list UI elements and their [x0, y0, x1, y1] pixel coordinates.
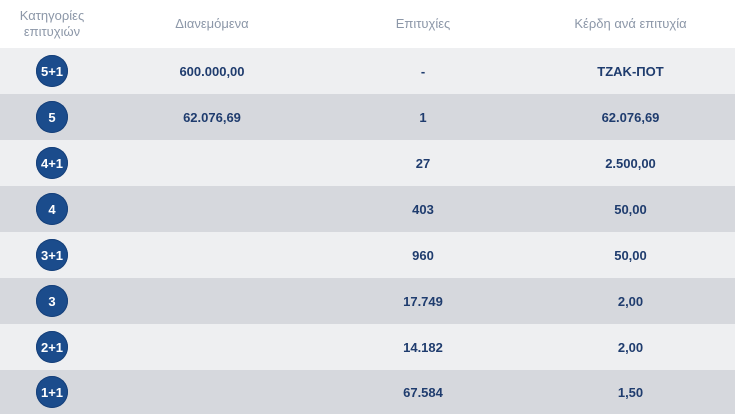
header-winners: Επιτυχίες: [395, 16, 451, 31]
table-row: 5+1 600.000,00 - ΤΖΑΚ-ΠΟΤ: [0, 48, 735, 94]
distributed-cell: [104, 324, 320, 370]
category-cell: 5+1: [0, 48, 104, 94]
winners-cell: 17.749: [403, 293, 443, 309]
prize-cell: ΤΖΑΚ-ΠΟΤ: [597, 63, 664, 79]
winners-cell: 403: [412, 201, 434, 217]
table-row: 4 403 50,00: [0, 186, 735, 232]
category-badge: 5+1: [36, 55, 68, 87]
category-cell: 3+1: [0, 232, 104, 278]
category-cell: 2+1: [0, 324, 104, 370]
winners-cell: 960: [412, 247, 434, 263]
category-badge: 1+1: [36, 376, 68, 408]
distributed-cell: [104, 186, 320, 232]
category-cell: 4+1: [0, 140, 104, 186]
table-row: 3 17.749 2,00: [0, 278, 735, 324]
table-row: 2+1 14.182 2,00: [0, 324, 735, 370]
category-badge: 4+1: [36, 147, 68, 179]
category-badge: 5: [36, 101, 68, 133]
category-badge: 4: [36, 193, 68, 225]
prize-cell: 1,50: [617, 384, 644, 400]
table-row: 1+1 67.584 1,50: [0, 370, 735, 414]
category-cell: 1+1: [0, 370, 104, 414]
distributed-cell: [104, 140, 320, 186]
header-distributed: Διανεμόμενα: [175, 16, 249, 31]
category-cell: 5: [0, 94, 104, 140]
distributed-cell: 600.000,00: [179, 63, 245, 79]
distributed-cell: [104, 232, 320, 278]
prize-cell: 50,00: [614, 247, 647, 263]
category-badge: 2+1: [36, 331, 68, 363]
prize-cell: 2,00: [617, 293, 644, 309]
distributed-cell: [104, 278, 320, 324]
prize-cell: 2.500,00: [605, 155, 656, 171]
prize-cell: 50,00: [614, 201, 647, 217]
winners-cell: 1: [419, 109, 427, 125]
winners-cell: 14.182: [403, 339, 443, 355]
category-badge: 3+1: [36, 239, 68, 271]
winners-cell: 27: [415, 155, 431, 171]
category-cell: 3: [0, 278, 104, 324]
prize-cell: 2,00: [617, 339, 644, 355]
table-row: 3+1 960 50,00: [0, 232, 735, 278]
table-header: Κατηγορίες επιτυχιών Διανεμόμενα Επιτυχί…: [0, 0, 735, 48]
table-row: 4+1 27 2.500,00: [0, 140, 735, 186]
winners-cell: -: [420, 63, 426, 79]
header-category: Κατηγορίες επιτυχιών: [19, 8, 85, 39]
winners-cell: 67.584: [403, 384, 443, 400]
distributed-cell: 62.076,69: [183, 109, 241, 125]
header-prize-per-winner: Κέρδη ανά επιτυχία: [574, 16, 687, 31]
category-badge: 3: [36, 285, 68, 317]
prize-cell: 62.076,69: [601, 109, 660, 125]
category-cell: 4: [0, 186, 104, 232]
distributed-cell: [104, 370, 320, 414]
table-row: 5 62.076,69 1 62.076,69: [0, 94, 735, 140]
